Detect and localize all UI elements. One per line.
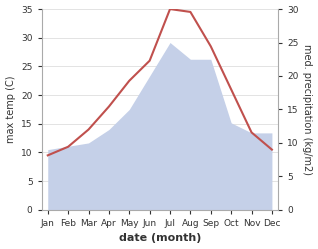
Y-axis label: med. precipitation (kg/m2): med. precipitation (kg/m2) [302, 44, 313, 175]
Y-axis label: max temp (C): max temp (C) [5, 76, 16, 143]
X-axis label: date (month): date (month) [119, 234, 201, 244]
